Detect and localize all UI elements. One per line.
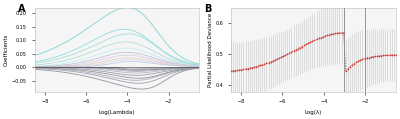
X-axis label: Log(Lambda): Log(Lambda) (99, 110, 135, 115)
Y-axis label: Partial Likelihood Deviance: Partial Likelihood Deviance (208, 13, 213, 87)
X-axis label: Log(λ): Log(λ) (305, 110, 322, 115)
Text: A: A (18, 5, 26, 15)
Y-axis label: Coefficients: Coefficients (4, 34, 9, 66)
Text: B: B (204, 5, 212, 15)
